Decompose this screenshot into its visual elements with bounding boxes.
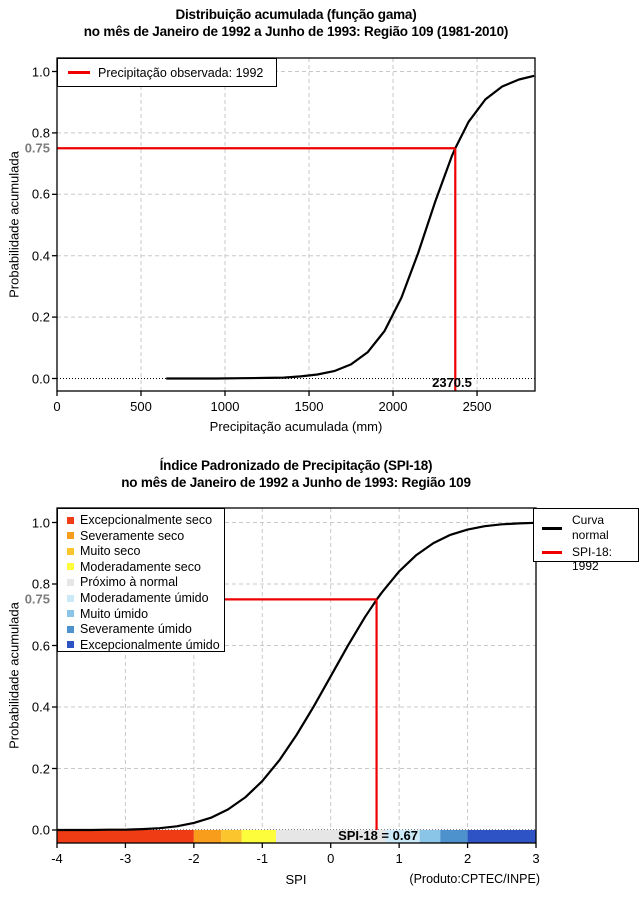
x-tick-label: 1500 <box>294 399 324 414</box>
cdf-curve <box>57 521 537 832</box>
spi-class-band <box>193 830 222 843</box>
x-tick-label: 500 <box>130 399 152 414</box>
y-tick-label: 0.6 <box>31 186 50 202</box>
class-color-swatch <box>67 532 74 540</box>
class-label: Moderadamente úmido <box>80 591 209 605</box>
class-label: Severamente seco <box>80 528 185 543</box>
class-label: Excepcionalmente úmido <box>80 637 220 652</box>
spi-class-band <box>419 830 441 843</box>
spi-class-band <box>385 830 420 843</box>
y-tick-label: 0.2 <box>31 309 50 325</box>
red-line-sample <box>68 71 90 74</box>
y-tick-label: 0.8 <box>31 576 50 592</box>
class-color-swatch <box>67 516 74 524</box>
chart2-annotation-value: SPI-18 = 0.67 <box>338 828 418 843</box>
x-tick-label: 2 <box>463 851 472 866</box>
spi-class-legend-item: Severamente seco <box>67 528 184 543</box>
y-tick-label: 0.0 <box>31 371 50 386</box>
class-color-swatch <box>67 641 74 649</box>
class-color-swatch <box>67 625 74 633</box>
chart1-highlight-ytick: 0.75 <box>24 140 50 156</box>
chart2-title-line2: no mês de Janeiro de 1992 a Junho de 199… <box>121 475 471 490</box>
class-label: Muito seco <box>80 544 141 559</box>
class-label: Moderadamente seco <box>80 559 201 574</box>
class-color-swatch <box>67 563 74 571</box>
black-line-sample <box>542 526 562 530</box>
class-label: Severamente úmido <box>80 622 192 637</box>
spi-legend-label: SPI-18: 1992 <box>572 545 613 573</box>
chart1-annotation-value: 2370.5 <box>432 375 472 390</box>
x-tick-label: -2 <box>188 851 200 866</box>
x-tick-label: 0 <box>53 399 61 414</box>
spi-class-band <box>221 830 242 843</box>
spi-class-legend-item: Excepcionalmente seco <box>67 513 212 528</box>
spi-class-band <box>241 830 276 843</box>
chart1-title-line1: Distribuição acumulada (função gama) <box>175 7 417 22</box>
red-line-sample <box>542 550 562 554</box>
spi-class-legend-item: Moderadamente úmido <box>67 591 209 606</box>
spi-class-legend-item: Muito úmido <box>67 606 148 621</box>
spi-class-band <box>440 830 468 843</box>
chart1-legend-label: Precipitação observada: 1992 <box>98 65 264 80</box>
y-tick-label: 0.6 <box>31 638 50 653</box>
y-tick-label: 0.4 <box>31 699 50 715</box>
y-tick-label: 0.0 <box>31 822 50 838</box>
spi-class-legend-item: Muito seco <box>67 544 140 559</box>
chart2-title-line1: Índice Padronizado de Precipitação (SPI-… <box>159 458 433 473</box>
spi-class-band <box>275 830 386 843</box>
y-tick-label: 1.0 <box>31 515 50 530</box>
product-credit: (Produto:CPTEC/INPE) <box>409 872 540 886</box>
plot-border <box>56 57 536 392</box>
chart2-x-axis-label: SPI <box>285 872 307 887</box>
class-color-swatch <box>67 594 74 602</box>
class-label: Muito úmido <box>80 606 149 621</box>
y-tick-label: 1.0 <box>31 64 50 79</box>
spi-class-band <box>57 830 194 843</box>
spi-class-band <box>467 830 536 843</box>
x-tick-label: -3 <box>119 851 132 866</box>
x-tick-label: 2500 <box>462 399 492 414</box>
x-tick-label: 2000 <box>378 399 408 414</box>
class-label: Próximo à normal <box>80 575 178 590</box>
x-tick-label: 1 <box>395 851 403 866</box>
chart1-title-line2: no mês de Janeiro de 1992 a Junho de 199… <box>83 24 509 39</box>
chart1-x-axis-label: Precipitação acumulada (mm) <box>209 419 383 434</box>
plot-border <box>56 507 537 844</box>
y-tick-label: 0.2 <box>31 761 50 776</box>
y-tick-label: 0.8 <box>31 125 50 141</box>
curve-legend: Curva normal SPI-18: 1992 <box>533 508 639 573</box>
cdf-curve <box>166 74 535 380</box>
class-label: Excepcionalmente seco <box>80 513 213 527</box>
spi-class-legend-item: Próximo à normal <box>67 575 178 590</box>
x-tick-label: 1000 <box>210 399 240 414</box>
spi-class-legend: Excepcionalmente seco Severamente seco Mui… <box>57 508 225 652</box>
curve-legend-label-line2: normal <box>572 528 609 542</box>
spi-class-legend-item: Excepcionalmente úmido <box>67 637 220 652</box>
class-color-swatch <box>67 578 74 586</box>
x-tick-label: 3 <box>532 851 540 866</box>
x-tick-label: 0 <box>327 851 335 866</box>
x-tick-label: -4 <box>51 851 63 866</box>
x-tick-label: -1 <box>256 851 269 866</box>
chart2-highlight-ytick: 0.75 <box>24 591 50 607</box>
spi-class-legend-item: Moderadamente seco <box>67 559 201 574</box>
class-color-swatch <box>67 547 74 555</box>
chart1-legend: Precipitação observada: 1992 <box>57 58 277 87</box>
y-tick-label: 0.4 <box>31 248 50 264</box>
spi-class-legend-item: Severamente úmido <box>67 622 192 637</box>
class-color-swatch <box>67 610 74 618</box>
curve-legend-label-line1: Curva <box>572 513 605 527</box>
